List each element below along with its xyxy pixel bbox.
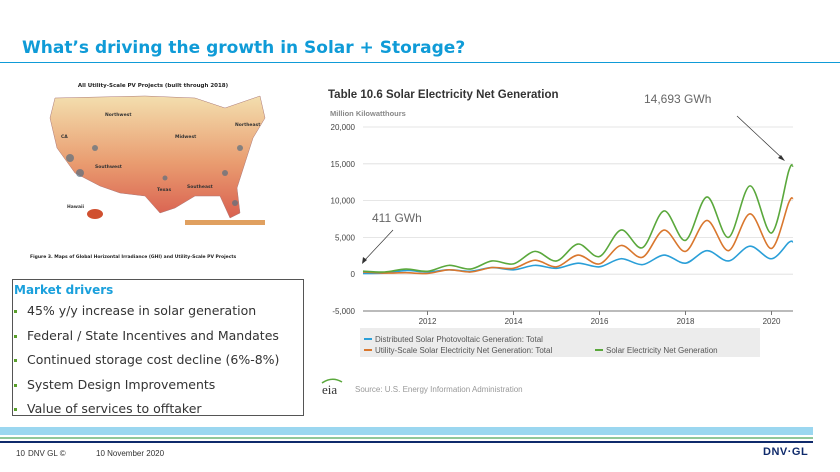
list-item: Federal / State Incentives and Mandates	[13, 327, 279, 352]
us-solar-map-figure: All Utility-Scale PV Projects (built thr…	[30, 83, 266, 260]
x-tick-label: 2016	[591, 317, 609, 326]
region-label: Midwest	[175, 134, 197, 140]
list-item: 45% y/y increase in solar generation	[13, 302, 279, 327]
footer-stripe	[0, 437, 813, 439]
slide-title: What’s driving the growth in Solar + Sto…	[22, 38, 466, 58]
annotation-start-arrowhead	[362, 257, 367, 264]
legend-box	[360, 328, 760, 357]
x-tick-label: 2014	[505, 317, 523, 326]
series-line-1	[362, 197, 794, 275]
page-number: 10	[16, 449, 25, 458]
market-drivers-heading: Market drivers	[14, 283, 114, 297]
slide-date: 10 November 2020	[96, 449, 165, 458]
x-tick-label: 2020	[763, 317, 781, 326]
region-label: Northeast	[235, 122, 261, 128]
dnvgl-logo: DNV·GL	[763, 446, 809, 458]
list-item: Continued storage cost decline (6%-8%)	[13, 351, 279, 376]
eia-logo-arc	[321, 378, 343, 384]
region-label: CA	[61, 134, 68, 140]
series-line-0	[362, 240, 794, 275]
y-tick-label: 5,000	[335, 233, 356, 242]
chart-source: Source: U.S. Energy Information Administ…	[355, 385, 523, 394]
annotation-peak: 14,693 GWh	[644, 92, 711, 106]
market-drivers-box: Market drivers 45% y/y increase in solar…	[12, 279, 304, 416]
legend-label-distributed: Distributed Solar Photovoltaic Generatio…	[375, 335, 543, 344]
chart-title: Table 10.6 Solar Electricity Net Generat…	[328, 89, 559, 101]
y-tick-label: -5,000	[332, 307, 355, 316]
legend-label-utility: Utility-Scale Solar Electricity Net Gene…	[375, 346, 552, 355]
footer-stripe	[0, 441, 813, 443]
x-tick-label: 2012	[419, 317, 437, 326]
list-item: System Design Improvements	[13, 376, 279, 401]
map-caption: Figure 3. Maps of Global Horizontal Irra…	[30, 254, 237, 260]
region-label: Northwest	[105, 112, 132, 118]
annotation-start-arrow	[363, 229, 394, 262]
series-line-2	[362, 164, 794, 273]
ghi-legend-bar	[185, 220, 265, 225]
y-tick-label: 20,000	[331, 123, 356, 132]
title-divider	[0, 62, 840, 63]
y-tick-label: 0	[351, 270, 356, 279]
list-item: Value of services to offtaker	[13, 400, 279, 425]
footer-band	[0, 427, 813, 435]
hawaii-shape	[87, 209, 103, 219]
region-label: Texas	[157, 187, 171, 193]
annotation-peak-arrowhead	[778, 155, 785, 161]
legend-label-total: Solar Electricity Net Generation	[606, 346, 718, 355]
market-drivers-list: 45% y/y increase in solar generation Fed…	[13, 302, 279, 425]
solar-generation-chart: Table 10.6 Solar Electricity Net Generat…	[321, 89, 794, 397]
us-map-shape	[49, 95, 266, 219]
annotation-peak-arrow	[736, 115, 784, 160]
eia-logo: eia	[322, 382, 337, 397]
region-label: Southeast	[187, 184, 214, 190]
y-axis-label: Million Kilowatthours	[330, 109, 406, 118]
region-label: Hawaii	[67, 204, 85, 210]
copyright: DNV GL ©	[28, 449, 66, 458]
x-tick-label: 2018	[677, 317, 695, 326]
region-label: Southwest	[95, 164, 123, 170]
map-title: All Utility-Scale PV Projects (built thr…	[78, 83, 229, 89]
y-tick-label: 10,000	[331, 197, 356, 206]
pv-project-markers	[66, 145, 243, 206]
annotation-start: 411 GWh	[372, 211, 422, 225]
y-tick-label: 15,000	[331, 160, 356, 169]
